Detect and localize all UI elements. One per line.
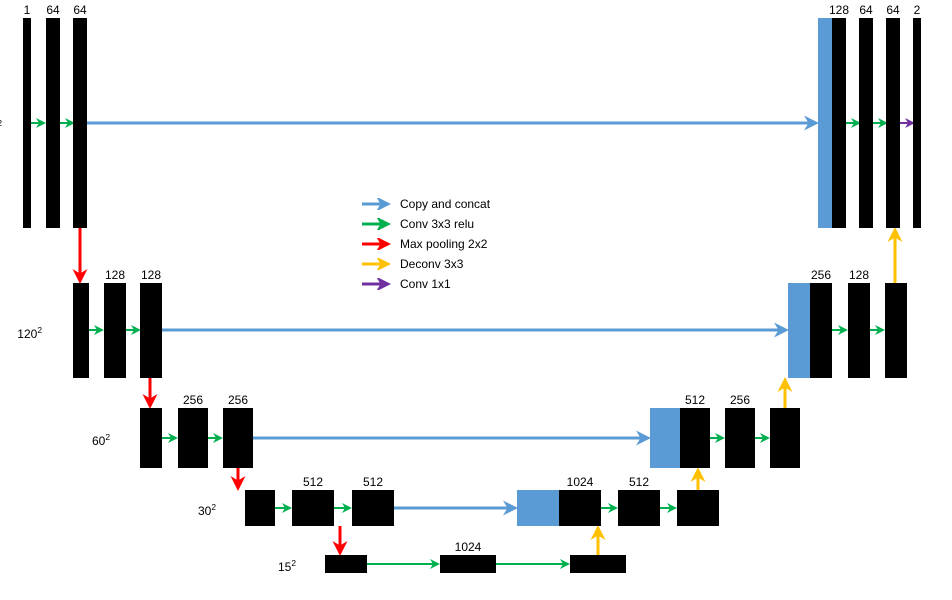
channel-label: 128 [101,268,129,282]
dec-L0-concat-b [832,18,846,228]
spatial-label: 302 [190,502,216,518]
channel-label: 128 [137,268,165,282]
dec-L3-concat-a [517,490,559,526]
channel-label: 512 [681,393,709,407]
enc-L0-c0 [23,18,31,228]
channel-label: 256 [807,268,835,282]
dec-L2-c1 [725,408,755,468]
spatial-label: 152 [270,558,296,574]
enc-L1-c2 [140,283,162,378]
dec-L1-concat-b [810,283,832,378]
channel-label: 64 [66,3,94,17]
enc-L1-c0 [73,283,89,378]
channel-label: 256 [726,393,754,407]
channel-label: 512 [359,475,387,489]
channel-label: 512 [299,475,327,489]
spatial-label: 602 [84,432,110,448]
enc-L4-c0 [325,555,367,573]
enc-L2-c2 [223,408,253,468]
dec-L2-concat-a [650,408,680,468]
legend-item: Conv 3x3 relu [360,215,490,233]
dec-L0-c2 [886,18,900,228]
channel-label: 128 [845,268,873,282]
dec-L1-concat-a [788,283,810,378]
legend-label: Copy and concat [400,197,490,211]
enc-L4-c1 [440,555,496,573]
channel-label: 256 [179,393,207,407]
spatial-label: 1202 [16,325,42,341]
dec-L1-c1 [848,283,870,378]
dec-L2-c2 [770,408,800,468]
channel-label: 128 [825,3,853,17]
dec-L3-c2 [677,490,719,526]
unet-diagram: 1646412812825625651251210241024512512256… [0,0,952,600]
channel-label: 64 [852,3,880,17]
channel-label: 1 [13,3,41,17]
channel-label: 512 [625,475,653,489]
enc-L2-c1 [178,408,208,468]
enc-L3-c2 [352,490,394,526]
enc-L4-c2 [570,555,626,573]
legend-label: Deconv 3x3 [400,257,463,271]
channel-label: 1024 [454,540,482,554]
legend-item: Max pooling 2x2 [360,235,490,253]
enc-L1-c1 [104,283,126,378]
channel-label: 2 [903,3,931,17]
dec-L3-concat-b [559,490,601,526]
legend-label: Max pooling 2x2 [400,237,487,251]
enc-L0-c1 [46,18,60,228]
channel-label: 256 [224,393,252,407]
legend: Copy and concat Conv 3x3 relu Max pooling … [360,195,490,295]
dec-L0-out [913,18,921,228]
enc-L2-c0 [140,408,162,468]
channel-label: 1024 [566,475,594,489]
dec-L0-concat-a [818,18,832,228]
dec-L0-c1 [859,18,873,228]
legend-item: Deconv 3x3 [360,255,490,273]
enc-L0-c2 [73,18,87,228]
legend-label: Conv 3x3 relu [400,217,474,231]
legend-item: Copy and concat [360,195,490,213]
dec-L3-c1 [618,490,660,526]
legend-item: Conv 1x1 [360,275,490,293]
spatial-label: 2402 [0,118,2,134]
enc-L3-c0 [245,490,275,526]
dec-L2-concat-b [680,408,710,468]
legend-label: Conv 1x1 [400,277,451,291]
dec-L1-c2 [885,283,907,378]
enc-L3-c1 [292,490,334,526]
channel-label: 64 [39,3,67,17]
